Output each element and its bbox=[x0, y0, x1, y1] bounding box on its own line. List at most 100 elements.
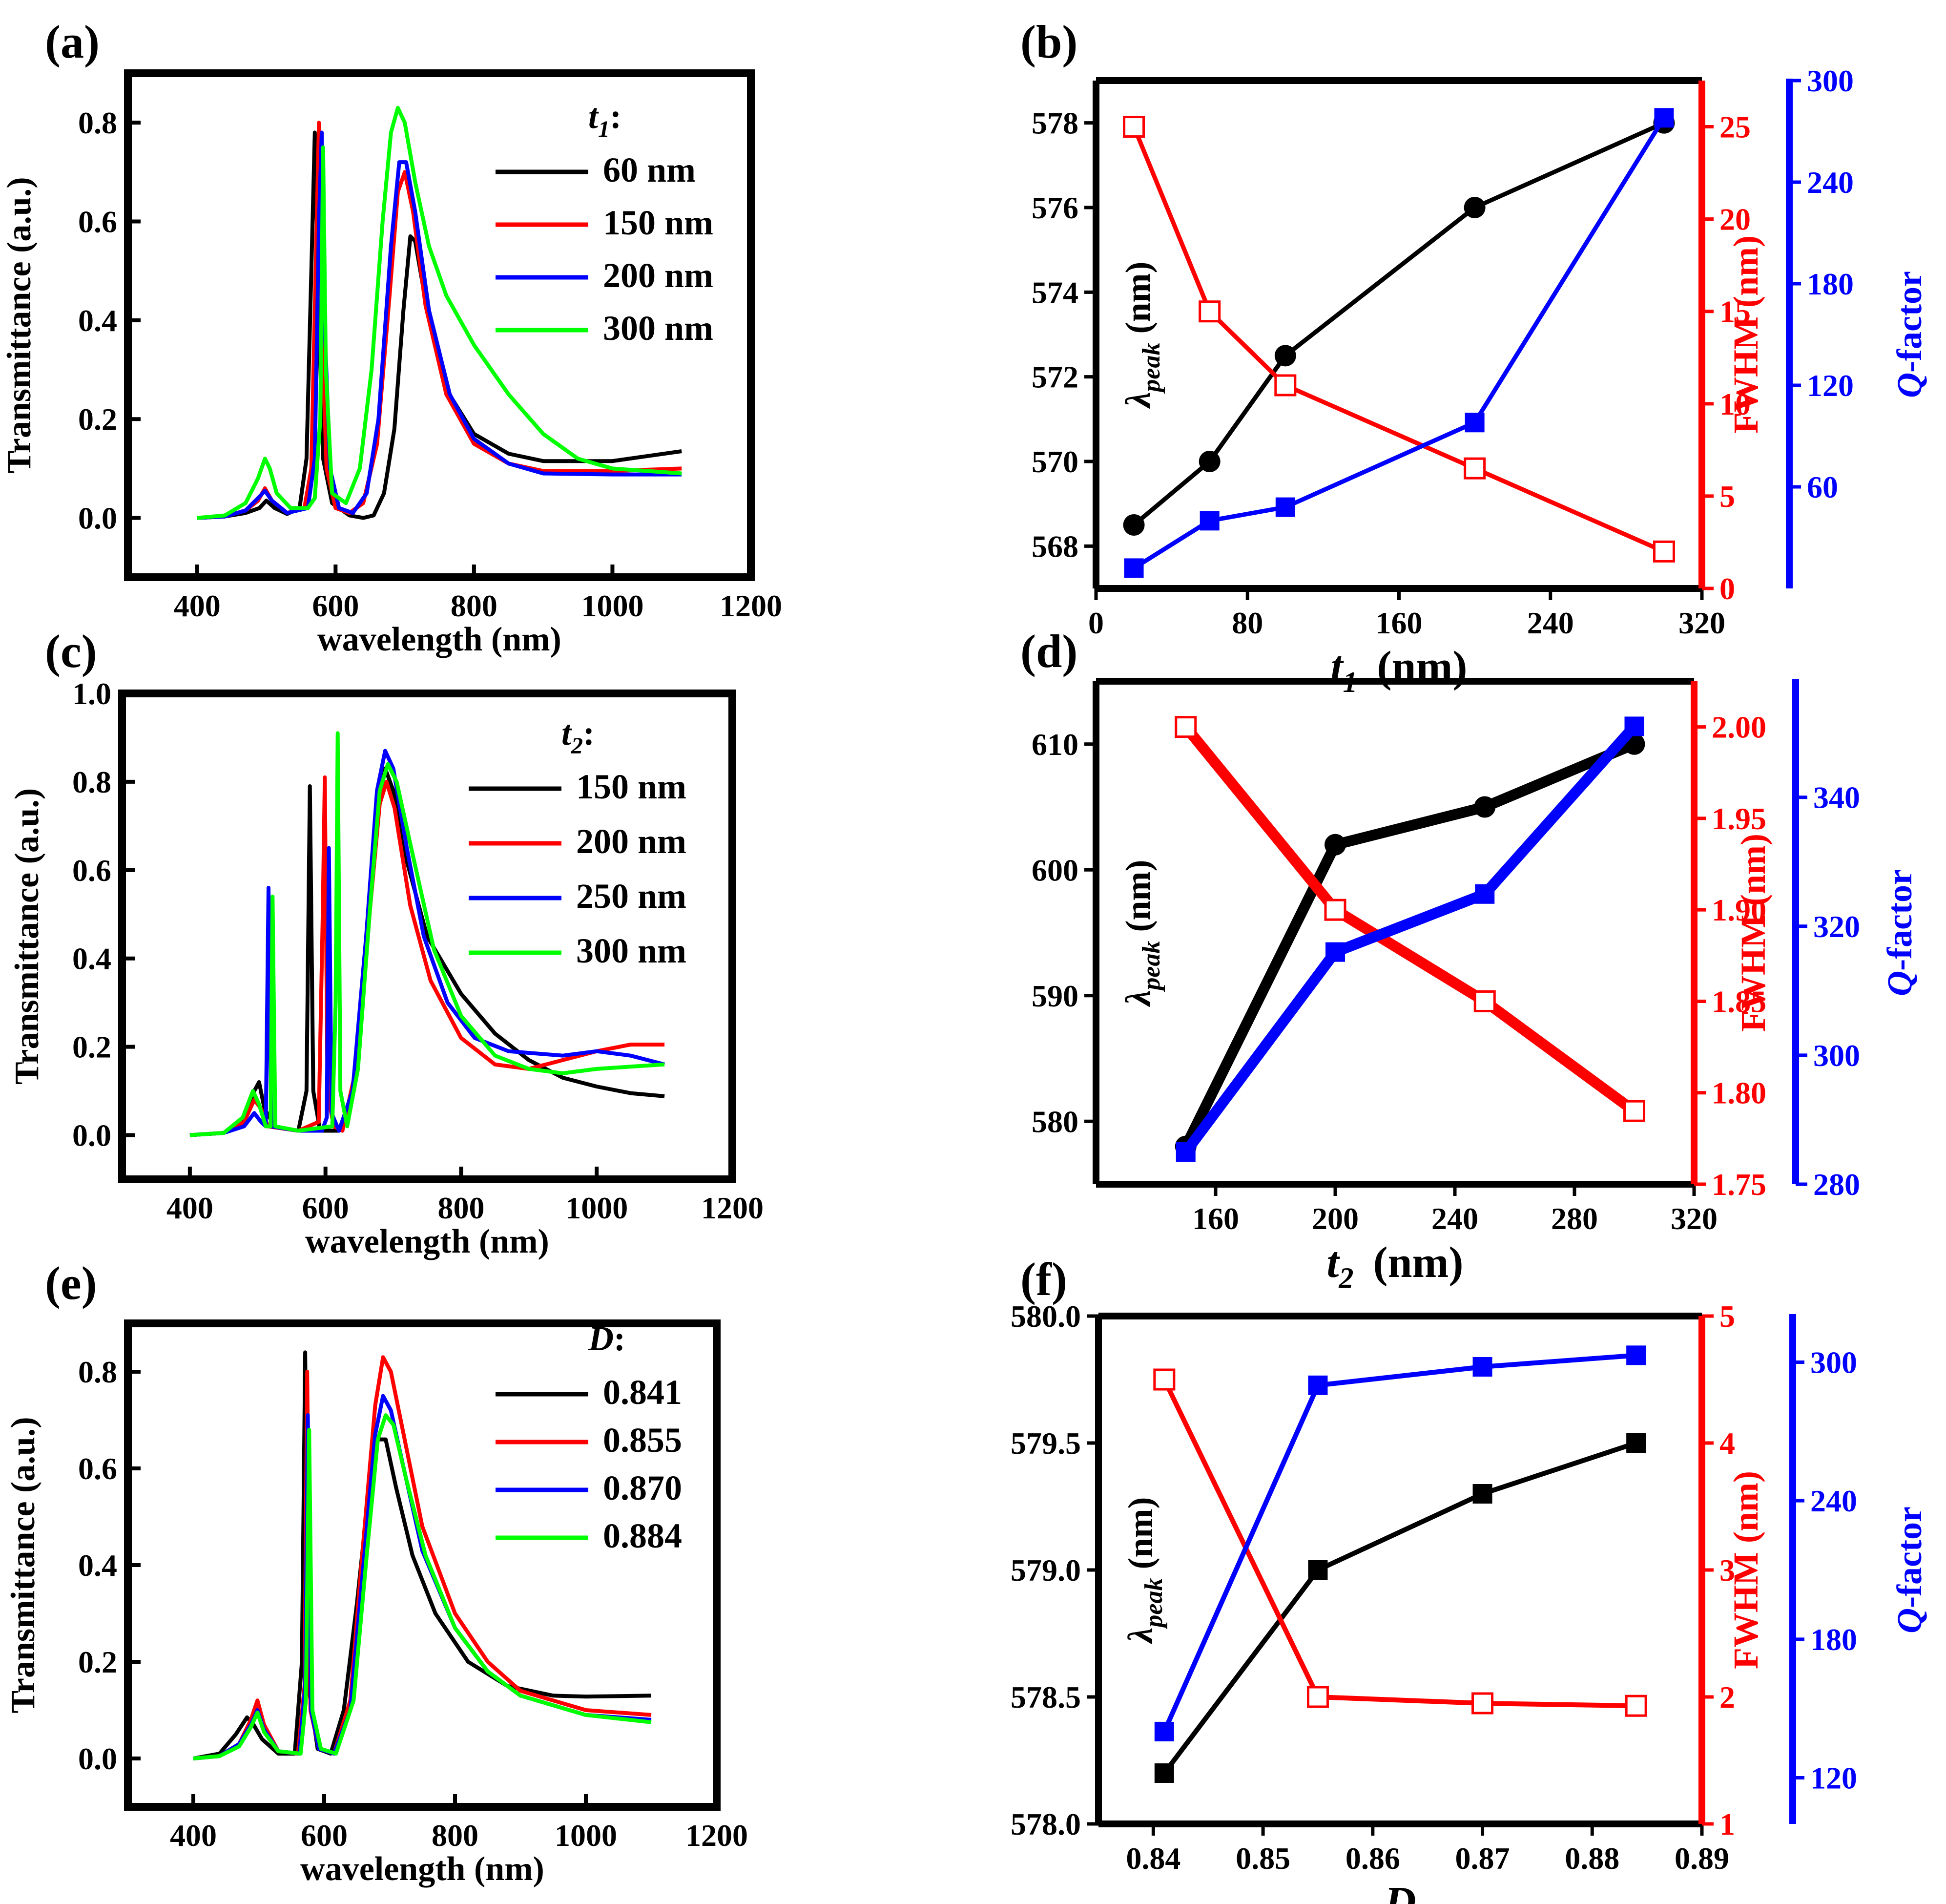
y-tick-label: 1.0 bbox=[72, 676, 111, 711]
x-tick-label: 400 bbox=[166, 1191, 213, 1225]
plot-frame bbox=[118, 690, 736, 1183]
left-tick-label: 590 bbox=[1032, 979, 1078, 1013]
legend-title: t2: bbox=[561, 713, 595, 759]
y-axis-label: Transmittance (a.u.) bbox=[0, 177, 38, 473]
fwhm-axis-label: FWHM (nm) bbox=[1734, 834, 1773, 1032]
legend-label: 60 nm bbox=[603, 150, 696, 189]
q-axis-label-var: Q bbox=[1880, 971, 1919, 996]
x-tick-label: 600 bbox=[302, 1191, 349, 1225]
x-tick-label: 600 bbox=[312, 588, 359, 623]
legend-label: 150 nm bbox=[576, 767, 686, 806]
x-tick-label: 1000 bbox=[555, 1818, 617, 1853]
x-tick-label: 1000 bbox=[565, 1191, 628, 1225]
marker-Q-factor bbox=[1124, 558, 1144, 578]
panel-label-e: (e) bbox=[45, 1257, 97, 1309]
panel-label-d: (d) bbox=[1020, 625, 1077, 677]
legend-title-var: D bbox=[588, 1319, 614, 1358]
marker-FWHM bbox=[1625, 1695, 1647, 1717]
left-axis-label-sub: peak bbox=[1138, 941, 1165, 992]
y-tick-label: 0.2 bbox=[78, 1645, 117, 1679]
fwhm-tick-label: 25 bbox=[1719, 110, 1751, 145]
q-axis-label: Q-factor bbox=[1880, 869, 1919, 996]
left-tick-label: 578.0 bbox=[1011, 1807, 1081, 1841]
plot-b: 0 80 160 240 320 568 570 572 574 576 578 0 5 10 15 20 25… bbox=[1032, 63, 1929, 698]
left-axis-label-var: λ bbox=[1121, 1628, 1160, 1645]
marker-FWHM bbox=[1123, 116, 1145, 138]
marker-lambda_peak bbox=[1274, 345, 1296, 367]
left-tick-label: 600 bbox=[1032, 853, 1078, 887]
y-tick-label: 0.4 bbox=[78, 303, 117, 338]
q-tick-label: 300 bbox=[1807, 63, 1854, 98]
q-axis-label-var: Q bbox=[1890, 373, 1929, 398]
fwhm-tick-label: 5 bbox=[1719, 479, 1735, 514]
plot-f: 0.84 0.85 0.86 0.87 0.88 0.89 578.0 578.5 579.0 5… bbox=[1011, 1299, 1929, 1904]
y-tick-label: 0.4 bbox=[78, 1548, 117, 1583]
x-axis-label-suffix: (nm) bbox=[1373, 1238, 1464, 1287]
x-tick-label: 1200 bbox=[701, 1191, 764, 1225]
marker-FWHM bbox=[1306, 1686, 1329, 1708]
x-axis-label: t2 (nm) bbox=[1327, 1238, 1464, 1294]
left-axis-label-suffix: (nm) bbox=[1118, 261, 1158, 334]
q-tick-label: 340 bbox=[1813, 780, 1860, 815]
marker-FWHM bbox=[1199, 300, 1221, 323]
x-tick-label: 800 bbox=[437, 1191, 484, 1225]
marker-lambda_peak bbox=[1474, 796, 1496, 818]
left-tick-label: 572 bbox=[1032, 360, 1078, 395]
marker-Q-factor bbox=[1624, 716, 1644, 736]
x-tick-label: 80 bbox=[1232, 606, 1263, 640]
q-tick-label: 60 bbox=[1807, 470, 1838, 504]
panel-a: (a) 400 600 800 1000 1200 0.0 0.2 0.4 0.6 0.8 wave… bbox=[0, 16, 782, 658]
legend-title-sub: 1 bbox=[598, 116, 610, 142]
marker-Q-factor bbox=[1176, 1142, 1196, 1162]
panel-b: (b) 0 80 160 240 320 568 570 572 574 576 578 0 5 10 15… bbox=[1020, 16, 1929, 698]
y-tick-label: 0.2 bbox=[72, 1030, 111, 1065]
fwhm-tick-label: 1.80 bbox=[1712, 1076, 1766, 1110]
marker-Q-factor bbox=[1654, 108, 1674, 128]
fwhm-tick-label: 10 bbox=[1719, 387, 1751, 421]
marker-FWHM bbox=[1473, 990, 1496, 1012]
q-axis-label-var: Q bbox=[1890, 1608, 1929, 1633]
marker-Q-factor bbox=[1275, 497, 1295, 517]
panel-d: (d) 160 200 240 280 3205805906006101.751.801… bbox=[1020, 625, 1919, 1294]
x-tick-label: 0.84 bbox=[1126, 1841, 1180, 1876]
x-axis-label: wavelength (nm) bbox=[300, 1850, 544, 1888]
left-axis-label-suffix: (nm) bbox=[1118, 859, 1158, 932]
plot-d: 160 200 240 280 320 580 590 600 610 1.75 1.80 1.85 1… bbox=[1032, 678, 1919, 1294]
legend-label: 300 nm bbox=[603, 309, 713, 348]
left-axis-label: λpeak (nm) bbox=[1118, 261, 1165, 409]
legend-label: 0.870 bbox=[603, 1468, 682, 1507]
q-tick-label: 300 bbox=[1810, 1345, 1857, 1380]
marker-lambda_peak bbox=[1123, 514, 1145, 536]
marker-FWHM bbox=[1175, 716, 1197, 738]
fwhm-tick-label: 1.95 bbox=[1712, 801, 1766, 836]
x-tick-label: 800 bbox=[432, 1818, 478, 1853]
x-tick-label: 240 bbox=[1527, 606, 1574, 640]
legend-label: 150 nm bbox=[603, 203, 713, 242]
plot-e: 400 600 800 1000 1200 0.0 0.2 0.4 0.6 0.8 waveleng… bbox=[4, 1319, 748, 1888]
left-tick-label: 580.0 bbox=[1011, 1299, 1081, 1334]
fwhm-tick-label: 1.85 bbox=[1712, 984, 1766, 1019]
q-tick-label: 120 bbox=[1810, 1760, 1857, 1795]
q-tick-label: 180 bbox=[1810, 1622, 1857, 1657]
left-axis-label-sub: peak bbox=[1140, 1578, 1168, 1629]
fwhm-tick-label: 1.75 bbox=[1712, 1167, 1766, 1202]
spectrum-line-300-nm bbox=[197, 105, 682, 520]
marker-FWHM bbox=[1464, 457, 1486, 480]
fwhm-tick-label: 3 bbox=[1719, 1553, 1735, 1588]
x-tick-label: 600 bbox=[301, 1818, 348, 1853]
x-tick-label: 0.89 bbox=[1675, 1841, 1729, 1876]
marker-lambda_peak bbox=[1472, 1484, 1492, 1504]
x-tick-label: 0.87 bbox=[1455, 1841, 1510, 1876]
legend-label: 0.841 bbox=[603, 1373, 682, 1412]
y-tick-label: 0.0 bbox=[72, 1118, 111, 1153]
marker-lambda_peak bbox=[1154, 1763, 1174, 1783]
series-line-FWHM bbox=[1162, 1378, 1636, 1709]
fwhm-tick-label: 5 bbox=[1719, 1299, 1735, 1334]
series-line-lambda_peak bbox=[1162, 1441, 1637, 1775]
x-tick-label: 0.85 bbox=[1236, 1841, 1290, 1876]
panel-label-c: (c) bbox=[45, 625, 97, 677]
legend-label: 200 nm bbox=[603, 256, 713, 295]
legend-title: t1: bbox=[588, 97, 621, 142]
x-axis-label: wavelength (nm) bbox=[317, 621, 561, 658]
plot-a: 400 600 800 1000 1200 0.0 0.2 0.4 0.6 0.8 waveleng… bbox=[0, 69, 782, 658]
